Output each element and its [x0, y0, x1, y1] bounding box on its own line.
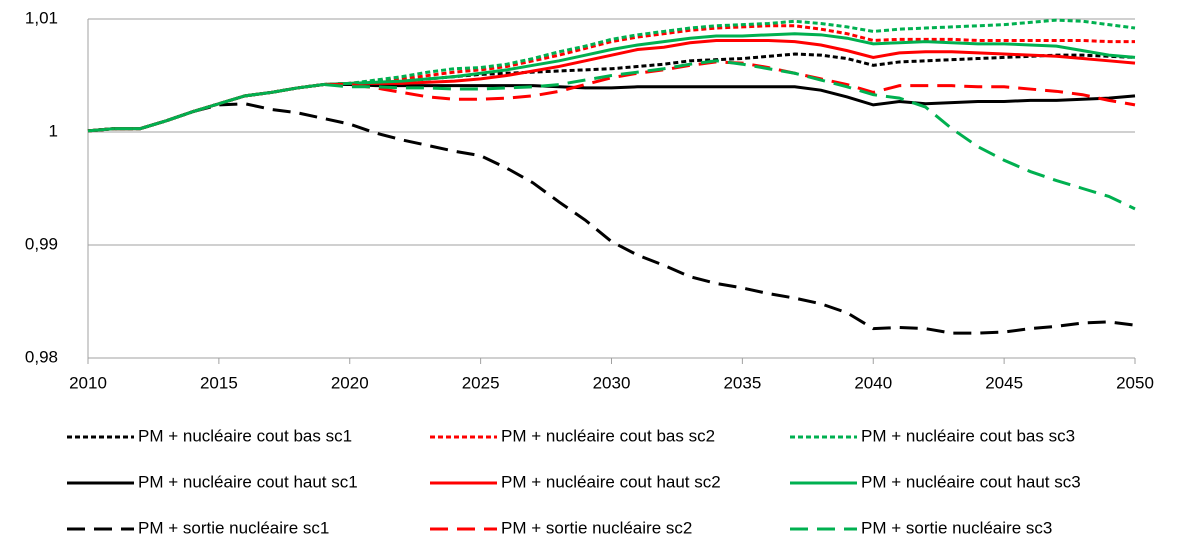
series-line [87, 32, 1136, 133]
legend-label: PM + nucléaire cout haut sc2 [501, 472, 721, 491]
x-tick-label: 2045 [985, 373, 1023, 392]
legend-label: PM + nucléaire cout haut sc3 [861, 472, 1081, 491]
series-line [87, 102, 1136, 335]
legend-label: PM + nucléaire cout bas sc3 [861, 426, 1075, 445]
x-tick-label: 2025 [462, 373, 500, 392]
legend-label: PM + sortie nucléaire sc1 [138, 518, 329, 537]
series-line [87, 83, 1136, 133]
legend-label: PM + sortie nucléaire sc3 [861, 518, 1052, 537]
x-tick-label: 2020 [331, 373, 369, 392]
x-tick-label: 2015 [200, 373, 238, 392]
legend-label: PM + nucléaire cout bas sc2 [501, 426, 715, 445]
y-tick-label: 0,99 [25, 234, 58, 253]
legend-label: PM + nucléaire cout haut sc1 [138, 472, 358, 491]
x-tick-label: 2010 [69, 373, 107, 392]
series-line [87, 52, 1136, 133]
legend-label: PM + nucléaire cout bas sc1 [138, 426, 352, 445]
series-line [87, 59, 1136, 211]
y-tick-label: 1 [49, 121, 58, 140]
y-tick-label: 1,01 [25, 8, 58, 27]
series-line [87, 24, 1135, 133]
x-tick-label: 2035 [723, 373, 761, 392]
x-tick-label: 2050 [1116, 373, 1154, 392]
x-tick-label: 2030 [593, 373, 631, 392]
x-tick-label: 2040 [854, 373, 892, 392]
legend-label: PM + sortie nucléaire sc2 [501, 518, 692, 537]
y-tick-label: 0,98 [25, 347, 58, 366]
